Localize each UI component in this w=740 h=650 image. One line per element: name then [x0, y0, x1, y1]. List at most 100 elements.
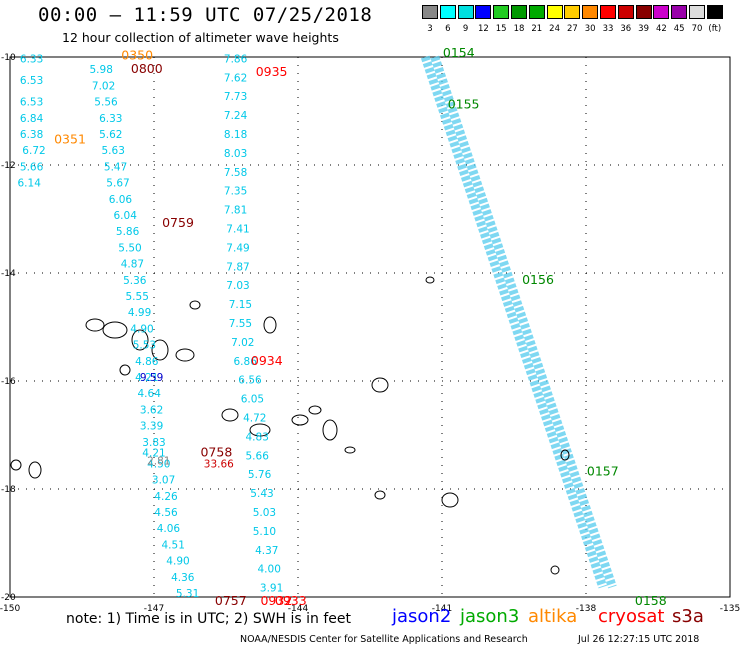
island-outline: [322, 419, 338, 441]
legend-swatch: [600, 5, 616, 19]
swh-value: 5.36: [123, 275, 147, 287]
lat-axis-label: -14: [1, 269, 16, 279]
sat-cryosat: cryosat: [598, 606, 665, 627]
swh-value: 5.66: [246, 450, 270, 462]
swh-value: 2.81: [147, 456, 170, 468]
sat-altika: altika: [528, 606, 578, 627]
legend-swatch: [546, 5, 563, 19]
swath-track: [420, 55, 608, 589]
swh-value: 4.06: [157, 523, 181, 535]
lon-axis-label: -135: [720, 604, 740, 614]
legend-label: 12: [477, 24, 489, 34]
swh-value: 4.90: [166, 556, 189, 568]
island-outline: [249, 423, 271, 437]
swh-value: 6.33: [99, 113, 122, 125]
swh-value: 5.86: [116, 226, 140, 238]
swh-value: 5.55: [126, 291, 149, 303]
lon-axis-label: -150: [0, 604, 20, 614]
swh-value: 6.56: [238, 375, 262, 387]
swh-value: 5.66: [20, 161, 44, 173]
swh-value: 6.53: [20, 97, 43, 109]
pass-time-label: 0758: [200, 445, 232, 460]
island-outline: [119, 364, 131, 376]
island-outline: [10, 459, 22, 471]
credit-line: NOAA/NESDIS Center for Satellite Applica…: [240, 634, 528, 645]
island-outline: [344, 446, 356, 454]
swh-value: 7.41: [226, 224, 249, 236]
swh-value: 7.73: [224, 91, 247, 103]
pass-time-label: 0757: [215, 593, 247, 608]
swh-value: 7.02: [231, 337, 254, 349]
swh-value: 5.50: [118, 242, 141, 254]
pass-time-label: 0932: [260, 593, 292, 608]
island-outline: [425, 276, 435, 284]
island-outline: [291, 414, 309, 426]
swh-value: 4.72: [243, 413, 266, 425]
pass-time-label: 0350: [121, 48, 153, 63]
island-outline: [221, 408, 239, 422]
swh-value: 7.87: [226, 261, 249, 273]
pass-time-label: 0155: [448, 96, 480, 111]
swh-value: 7.03: [226, 280, 249, 292]
legend-label: 36: [620, 24, 632, 34]
swh-value: 3.07: [152, 475, 175, 487]
swh-value: 5.10: [253, 526, 276, 538]
legend-label: 15: [495, 24, 507, 34]
sat-jason2: jason2: [392, 606, 452, 627]
swh-value: 4.83: [246, 431, 269, 443]
legend-label: 33: [602, 24, 614, 34]
legend-swatch: [653, 5, 670, 19]
island-outline: [374, 490, 386, 500]
swh-value: 6.38: [20, 129, 43, 141]
swh-value: 5.76: [248, 469, 272, 481]
legend-label: 42: [655, 24, 667, 34]
sat-s3a: s3a: [672, 606, 704, 627]
pass-time-label: 0351: [54, 131, 86, 146]
swh-value: 4.87: [121, 259, 144, 271]
legend-swatch: [689, 5, 705, 19]
legend-swatch: [582, 5, 599, 19]
legend-swatch: [564, 5, 581, 19]
island-outline: [175, 348, 195, 362]
legend-label: 30: [584, 24, 596, 34]
lon-axis-label: -141: [432, 604, 452, 614]
swh-value: 7.02: [92, 80, 115, 92]
generation-timestamp: Jul 26 12:27:15 UTC 2018: [578, 634, 700, 645]
legend-swatch: [635, 5, 652, 19]
swh-value: 6.04: [114, 210, 138, 222]
island-outline: [263, 316, 277, 334]
swh-value: 7.58: [224, 167, 247, 179]
lat-axis-label: -10: [1, 53, 16, 63]
swh-value: 4.99: [128, 307, 151, 319]
legend-swatch: [706, 5, 723, 19]
lat-axis-label: -20: [1, 593, 16, 603]
legend-label: 3: [427, 24, 433, 34]
swh-value: 4.64: [138, 388, 162, 400]
island-outline: [102, 321, 128, 339]
swh-value: 4.37: [255, 545, 278, 557]
swh-value: 5.63: [102, 145, 125, 157]
pass-time-label: 0157: [587, 464, 619, 479]
legend-label: 18: [513, 24, 525, 34]
swh-value: 5.31: [176, 588, 199, 600]
island-outline: [131, 329, 149, 351]
swh-value: 6.33: [20, 53, 43, 65]
island-outline: [151, 339, 169, 361]
swh-value: 6.14: [18, 178, 42, 190]
sat-jason3: jason3: [460, 606, 520, 627]
pass-time-label: 0935: [256, 64, 288, 79]
swh-value: 4.36: [171, 572, 195, 584]
swh-value: 5.03: [253, 507, 276, 519]
island-outline: [560, 449, 570, 461]
island-outline: [371, 377, 389, 393]
legend-swatch: [439, 5, 456, 19]
swh-value: 4.90: [130, 323, 153, 335]
legend-swatch: [457, 5, 474, 19]
lat-axis-label: -18: [1, 485, 16, 495]
lat-axis-label: -16: [1, 377, 16, 387]
map-title: 00:00 – 11:59 UTC 07/25/2018: [38, 4, 373, 26]
legend-label: 9: [462, 24, 469, 34]
island-outline: [441, 492, 459, 508]
legend-label: 45: [673, 24, 685, 34]
